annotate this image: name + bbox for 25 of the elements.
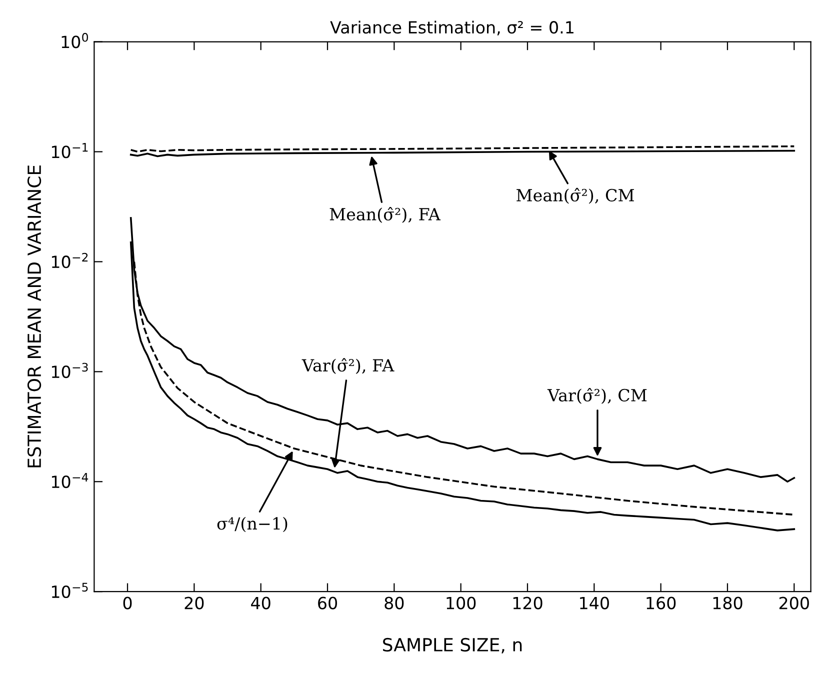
- x-tick-label: 120: [513, 596, 542, 610]
- x-tick-label: 200: [779, 596, 809, 610]
- x-tick-label: 140: [580, 596, 609, 610]
- y-tick-label: 10$^{−2}$: [52, 252, 88, 268]
- y-tick-label: 10$^{−3}$: [52, 362, 88, 378]
- y-axis-title: ESTIMATOR MEAN AND VARIANCE: [27, 166, 42, 468]
- x-axis-title: SAMPLE SIZE, n: [383, 638, 522, 654]
- annotation: σ⁴/(n−1): [217, 516, 288, 532]
- x-tick-label: 40: [251, 596, 270, 610]
- x-tick-label: 180: [713, 596, 742, 610]
- y-tick-label: 10$^{−1}$: [52, 143, 88, 158]
- annotation: Mean(σ̂²), FA: [330, 206, 441, 223]
- y-tick-label: 10$^{0}$: [62, 32, 88, 48]
- annotation: Var(σ̂²), CM: [547, 388, 647, 404]
- annotation: Mean(σ̂²), CM: [516, 188, 634, 204]
- x-tick-label: 0: [123, 596, 132, 610]
- x-tick-label: 20: [184, 596, 204, 610]
- x-tick-label: 80: [384, 596, 404, 610]
- x-tick-label: 100: [446, 596, 476, 610]
- chart-title: Variance Estimation, σ² = 0.1: [330, 20, 574, 36]
- x-tick-label: 160: [646, 596, 676, 610]
- y-tick-label: 10$^{−5}$: [52, 582, 88, 598]
- x-tick-label: 60: [318, 596, 337, 610]
- annotation: Var(σ̂²), FA: [302, 358, 394, 374]
- y-tick-label: 10$^{−4}$: [52, 472, 88, 488]
